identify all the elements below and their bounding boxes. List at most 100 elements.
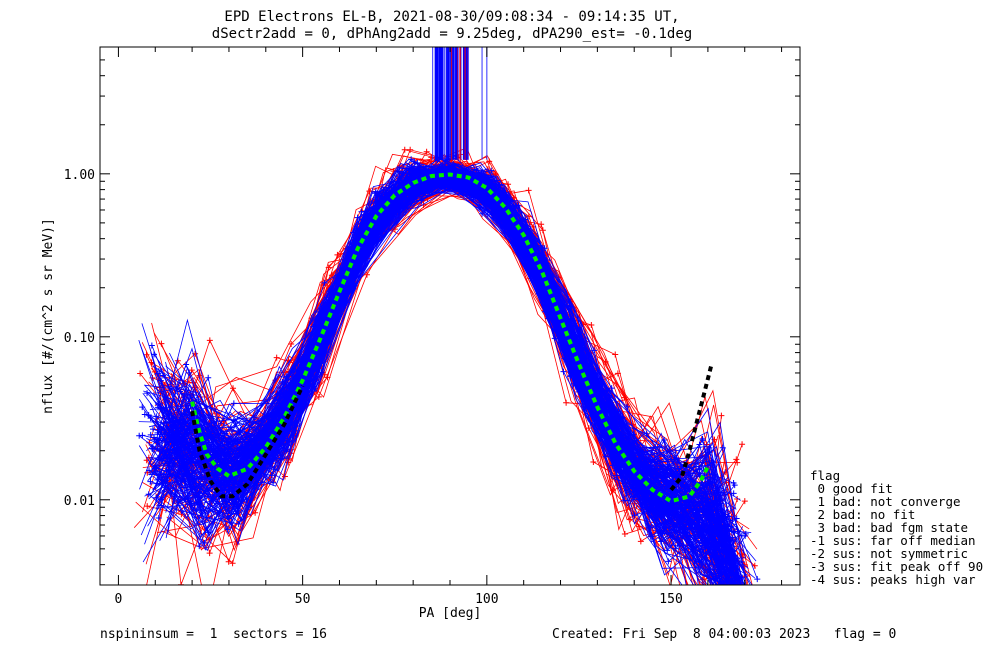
- data-trace: [169, 173, 737, 585]
- data-point-marker: [750, 585, 756, 591]
- data-point-marker: [736, 588, 742, 594]
- data-trace: [162, 175, 742, 573]
- data-point-marker: [665, 558, 672, 565]
- data-point-marker: [147, 431, 154, 438]
- data-point-marker: [744, 609, 750, 615]
- data-point-marker: [155, 515, 162, 522]
- data-trace: [169, 176, 730, 585]
- data-trace: [171, 163, 735, 585]
- data-trace: [153, 160, 734, 585]
- data-point-marker: [602, 453, 609, 460]
- data-trace: [158, 178, 727, 585]
- data-point-marker: [196, 489, 203, 496]
- data-trace: [174, 165, 737, 585]
- data-point-marker: [272, 415, 279, 422]
- data-point-marker: [643, 430, 650, 437]
- data-point-marker: [158, 340, 165, 347]
- data-point-marker: [141, 411, 148, 418]
- data-trace: [167, 165, 723, 585]
- data-point-marker: [696, 441, 703, 448]
- data-trace: [160, 155, 744, 585]
- data-point-marker: [346, 286, 353, 293]
- data-point-marker: [520, 226, 527, 233]
- data-trace: [162, 154, 739, 585]
- legend-item: 0 good fit: [810, 481, 893, 496]
- fit-curves: [190, 172, 714, 504]
- data-point-marker: [408, 156, 415, 163]
- data-point-marker: [147, 478, 154, 485]
- data-trace: [165, 179, 730, 585]
- y-tick-label: 1.00: [64, 168, 95, 183]
- y-tick-label: 0.01: [64, 494, 95, 509]
- data-point-marker: [180, 438, 187, 445]
- data-point-marker: [225, 558, 232, 565]
- x-tick-label: 100: [475, 592, 498, 607]
- data-trace: [160, 178, 730, 585]
- data-point-marker: [189, 454, 196, 461]
- data-point-marker: [736, 584, 738, 585]
- data-point-marker: [488, 167, 495, 174]
- data-trace: [155, 180, 735, 585]
- data-trace: [151, 164, 706, 585]
- y-axis-ticks: 0.01 0.10 1.00: [64, 46, 800, 586]
- data-point-marker: [742, 602, 748, 608]
- data-point-marker: [560, 368, 567, 375]
- data-point-marker: [617, 460, 624, 467]
- data-point-marker: [183, 361, 190, 368]
- data-trace: [171, 173, 724, 585]
- data-point-marker: [479, 210, 486, 217]
- data-point-marker: [675, 465, 682, 472]
- data-point-marker: [747, 594, 753, 600]
- data-point-marker: [268, 472, 275, 479]
- data-point-marker: [730, 613, 736, 619]
- data-point-marker: [235, 520, 242, 527]
- data-point-marker: [431, 167, 438, 174]
- x-tick-label: 0: [115, 592, 123, 607]
- data-point-marker: [739, 441, 746, 448]
- data-point-marker: [706, 462, 713, 469]
- pitch-angle-traces: [133, 47, 761, 623]
- data-point-marker: [211, 516, 218, 523]
- data-trace: [164, 159, 716, 585]
- data-point-marker: [723, 617, 729, 623]
- data-point-marker: [146, 467, 153, 474]
- data-trace: [157, 173, 732, 585]
- data-trace: [179, 179, 745, 585]
- data-point-marker: [749, 613, 755, 619]
- data-point-marker: [159, 372, 166, 379]
- data-point-marker: [222, 430, 229, 437]
- data-trace: [160, 184, 736, 585]
- data-point-marker: [158, 502, 165, 509]
- data-trace: [171, 176, 745, 585]
- data-point-marker: [315, 393, 322, 400]
- y-tick-label: 0.10: [64, 331, 95, 346]
- data-trace: [153, 185, 725, 585]
- data-point-marker: [754, 576, 761, 583]
- data-trace: [157, 187, 715, 585]
- data-point-marker: [144, 503, 151, 510]
- data-point-marker: [322, 336, 329, 343]
- data-point-marker: [735, 593, 741, 599]
- data-point-marker: [724, 513, 731, 520]
- data-point-marker: [672, 545, 679, 552]
- data-point-marker: [407, 146, 414, 153]
- data-point-marker: [588, 321, 595, 328]
- data-point-marker: [515, 202, 522, 209]
- data-trace: [159, 175, 719, 585]
- data-point-marker: [288, 341, 295, 348]
- fit-curve-black: [669, 363, 714, 492]
- data-point-marker: [270, 479, 277, 486]
- data-point-marker: [752, 586, 758, 592]
- data-point-marker: [137, 370, 144, 377]
- data-point-marker: [691, 521, 698, 528]
- data-trace: [138, 180, 728, 565]
- data-point-marker: [741, 498, 748, 505]
- data-point-marker: [621, 531, 628, 538]
- data-trace: [153, 174, 714, 585]
- data-point-marker: [230, 400, 237, 407]
- data-point-marker: [273, 354, 280, 361]
- data-point-marker: [541, 245, 548, 252]
- data-point-marker: [702, 597, 708, 603]
- data-point-marker: [741, 595, 747, 601]
